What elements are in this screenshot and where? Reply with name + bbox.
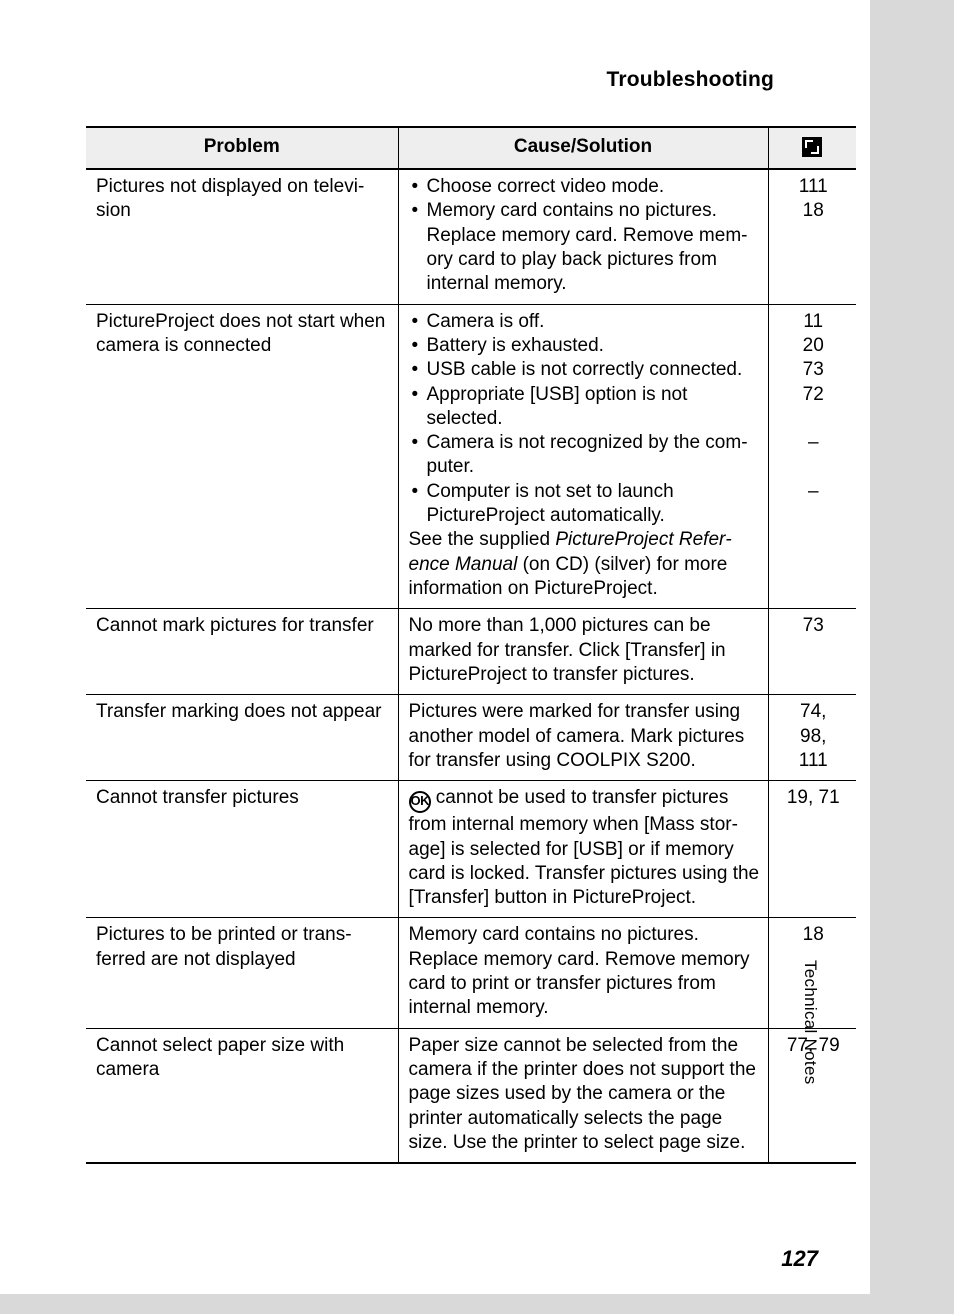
cell-cause: No more than 1,000 pictures can be marke… bbox=[398, 609, 768, 695]
cause-note-pre: See the supplied bbox=[409, 529, 556, 550]
cell-problem: Transfer marking does not appear bbox=[86, 695, 398, 781]
cell-page-ref: 19, 71 bbox=[768, 781, 856, 918]
col-header-cause: Cause/Solution bbox=[398, 127, 768, 169]
cell-problem: Cannot transfer pictures bbox=[86, 781, 398, 918]
table-row: Pictures to be printed or trans­ferred a… bbox=[86, 918, 856, 1028]
cause-item: Battery is exhausted. bbox=[427, 334, 760, 358]
cell-problem: Cannot mark pictures for transfer bbox=[86, 609, 398, 695]
cause-item: Camera is off. bbox=[427, 310, 760, 334]
cell-problem: Cannot select paper size with camera bbox=[86, 1028, 398, 1163]
cause-item: Computer is not set to launch PicturePro… bbox=[427, 480, 760, 529]
page-ref-icon bbox=[802, 137, 822, 157]
side-tab-label: Technical Notes bbox=[800, 960, 820, 1085]
cell-cause: Paper size cannot be selected from the c… bbox=[398, 1028, 768, 1163]
cause-item: USB cable is not correctly connected. bbox=[427, 358, 760, 382]
content-sheet: Troubleshooting Problem Cause/Solution bbox=[0, 0, 870, 1294]
cause-list: Camera is off. Battery is exhausted. USB… bbox=[409, 310, 760, 529]
table-row: Cannot transfer pictures OK cannot be us… bbox=[86, 781, 856, 918]
cell-page-ref: 74, 98, 111 bbox=[768, 695, 856, 781]
cause-item: Appropriate [USB] option is not selected… bbox=[427, 383, 760, 432]
cell-page-ref: 73 bbox=[768, 609, 856, 695]
table-header-row: Problem Cause/Solution bbox=[86, 127, 856, 169]
cause-note: See the supplied PictureProject Refer­en… bbox=[409, 528, 760, 601]
col-header-problem: Problem bbox=[86, 127, 398, 169]
side-tab bbox=[918, 960, 954, 1220]
col-header-page-ref bbox=[768, 127, 856, 169]
table-row: Cannot select paper size with camera Pap… bbox=[86, 1028, 856, 1163]
cell-cause: Camera is off. Battery is exhausted. USB… bbox=[398, 304, 768, 609]
ok-icon: OK bbox=[409, 791, 431, 813]
cell-problem: Pictures to be printed or trans­ferred a… bbox=[86, 918, 398, 1028]
cause-text: cannot be used to transfer pictures from… bbox=[409, 787, 760, 908]
table-row: Pictures not displayed on televi­sion Ch… bbox=[86, 169, 856, 304]
table-row: Cannot mark pictures for transfer No mor… bbox=[86, 609, 856, 695]
cause-item: Memory card contains no pictures. Replac… bbox=[427, 199, 760, 296]
section-heading: Troubleshooting bbox=[607, 68, 774, 92]
cause-list: Choose correct video mode. Memory card c… bbox=[409, 175, 760, 297]
cause-item: Choose correct video mode. bbox=[427, 175, 760, 199]
page-number: 127 bbox=[781, 1246, 818, 1272]
table-row: Transfer marking does not appear Picture… bbox=[86, 695, 856, 781]
page: Troubleshooting Problem Cause/Solution bbox=[0, 0, 954, 1314]
cell-problem: Pictures not displayed on televi­sion bbox=[86, 169, 398, 304]
cell-cause: Choose correct video mode. Memory card c… bbox=[398, 169, 768, 304]
cell-cause: Memory card contains no pictures. Replac… bbox=[398, 918, 768, 1028]
table: Problem Cause/Solution Pictures not disp… bbox=[86, 126, 856, 1164]
table-row: PictureProject does not start when camer… bbox=[86, 304, 856, 609]
cause-item: Camera is not recognized by the com­pute… bbox=[427, 431, 760, 480]
cell-page-ref: 111 18 bbox=[768, 169, 856, 304]
cell-cause: OK cannot be used to transfer pictures f… bbox=[398, 781, 768, 918]
cell-cause: Pictures were marked for transfer using … bbox=[398, 695, 768, 781]
cell-problem: PictureProject does not start when camer… bbox=[86, 304, 398, 609]
cell-page-ref: 11 20 73 72 – – bbox=[768, 304, 856, 609]
troubleshooting-table: Problem Cause/Solution Pictures not disp… bbox=[86, 126, 856, 1164]
